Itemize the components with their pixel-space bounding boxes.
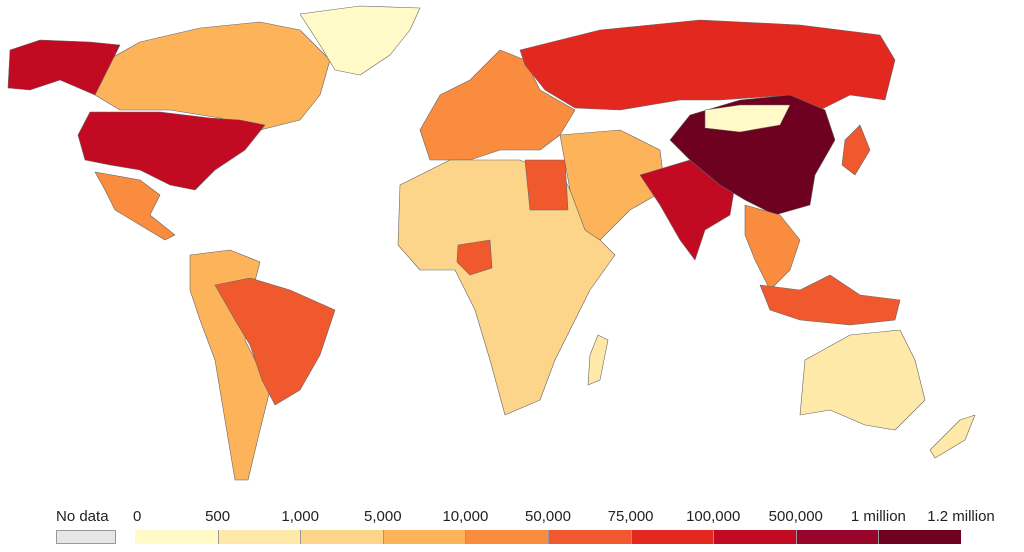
legend-swatch	[382, 530, 466, 544]
legend-tick	[300, 530, 302, 544]
legend-label: 100,000	[686, 508, 741, 525]
legend-swatch	[795, 530, 879, 544]
legend-label: 500	[205, 508, 231, 525]
legend-tick	[878, 530, 880, 544]
region-new-zealand	[929, 414, 976, 459]
region-middle-east	[559, 129, 666, 241]
region-alaska	[7, 39, 121, 96]
legend-label: 10,000	[442, 508, 489, 525]
region-russia	[519, 19, 896, 111]
legend-tick	[217, 530, 219, 544]
legend-label: 50,000	[525, 508, 571, 525]
legend-swatch	[878, 530, 962, 544]
legend-swatch	[135, 530, 219, 544]
legend-label: 1,000	[281, 508, 319, 525]
legend-swatch	[300, 530, 384, 544]
world-map	[7, 5, 976, 481]
region-south-america	[189, 249, 271, 481]
region-united-states	[77, 111, 266, 191]
color-scale	[135, 530, 962, 544]
region-mongolia	[704, 104, 791, 133]
region-north-america	[89, 21, 331, 131]
legend-label: 5,000	[364, 508, 402, 525]
legend-swatch	[713, 530, 797, 544]
legend-label: 1.2 million	[927, 508, 995, 525]
region-greenland	[299, 5, 421, 76]
region-nigeria	[456, 239, 493, 276]
legend-label: 0	[133, 508, 142, 525]
region-madagascar	[587, 334, 609, 386]
region-australia	[799, 329, 926, 431]
legend-tick	[382, 530, 384, 544]
legend-tick	[630, 530, 632, 544]
region-southeast-asia	[744, 204, 801, 291]
legend-swatch	[548, 530, 632, 544]
legend-label: 75,000	[607, 508, 654, 525]
legend-tick	[713, 530, 715, 544]
legend-swatch	[217, 530, 301, 544]
legend-swatch	[630, 530, 714, 544]
region-japan	[841, 124, 871, 176]
legend-tick	[465, 530, 467, 544]
legend-label: 500,000	[768, 508, 823, 525]
legend-tick	[548, 530, 549, 544]
legend-tick	[795, 530, 797, 544]
legend-swatch	[465, 530, 549, 544]
region-egypt	[524, 159, 569, 211]
region-mexico	[94, 171, 176, 241]
legend-label: 1 million	[850, 508, 906, 525]
no-data-label: No data	[56, 508, 109, 525]
region-indonesia	[759, 274, 901, 326]
no-data-swatch	[56, 530, 116, 544]
region-brazil	[214, 277, 336, 406]
